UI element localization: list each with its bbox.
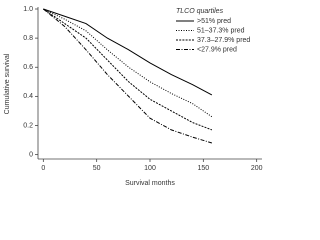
- y-tick-label: 0.6: [23, 64, 33, 71]
- survival-curve: [43, 8, 213, 131]
- y-tick-label: 0: [29, 151, 33, 158]
- y-tick-label: 0.4: [23, 93, 33, 100]
- y-axis-label: Cumulative survival: [4, 53, 11, 114]
- y-tick-label: 1.0: [23, 6, 33, 13]
- y-tick-label: 0.2: [23, 122, 33, 129]
- y-tick-label: 0.8: [23, 35, 33, 42]
- x-tick-label: 200: [251, 165, 263, 172]
- x-tick-label: 150: [197, 165, 209, 172]
- legend-label: >51% pred: [197, 18, 231, 25]
- survival-curve: [43, 8, 213, 118]
- x-tick-label: 0: [41, 165, 45, 172]
- legend-label: <27.9% pred: [197, 46, 237, 53]
- survival-curve: [43, 8, 213, 96]
- x-tick-label: 50: [93, 165, 101, 172]
- legend-label: 37.3–27.9% pred: [197, 37, 250, 44]
- survival-curve: [43, 8, 213, 144]
- legend-title: TLCO quartiles: [176, 8, 224, 15]
- chart: Cumulative survival Survival months TLCO…: [4, 6, 263, 187]
- legend-label: 51–37.3% pred: [197, 27, 245, 34]
- x-axis-label: Survival months: [125, 180, 175, 187]
- x-tick-label: 100: [144, 165, 156, 172]
